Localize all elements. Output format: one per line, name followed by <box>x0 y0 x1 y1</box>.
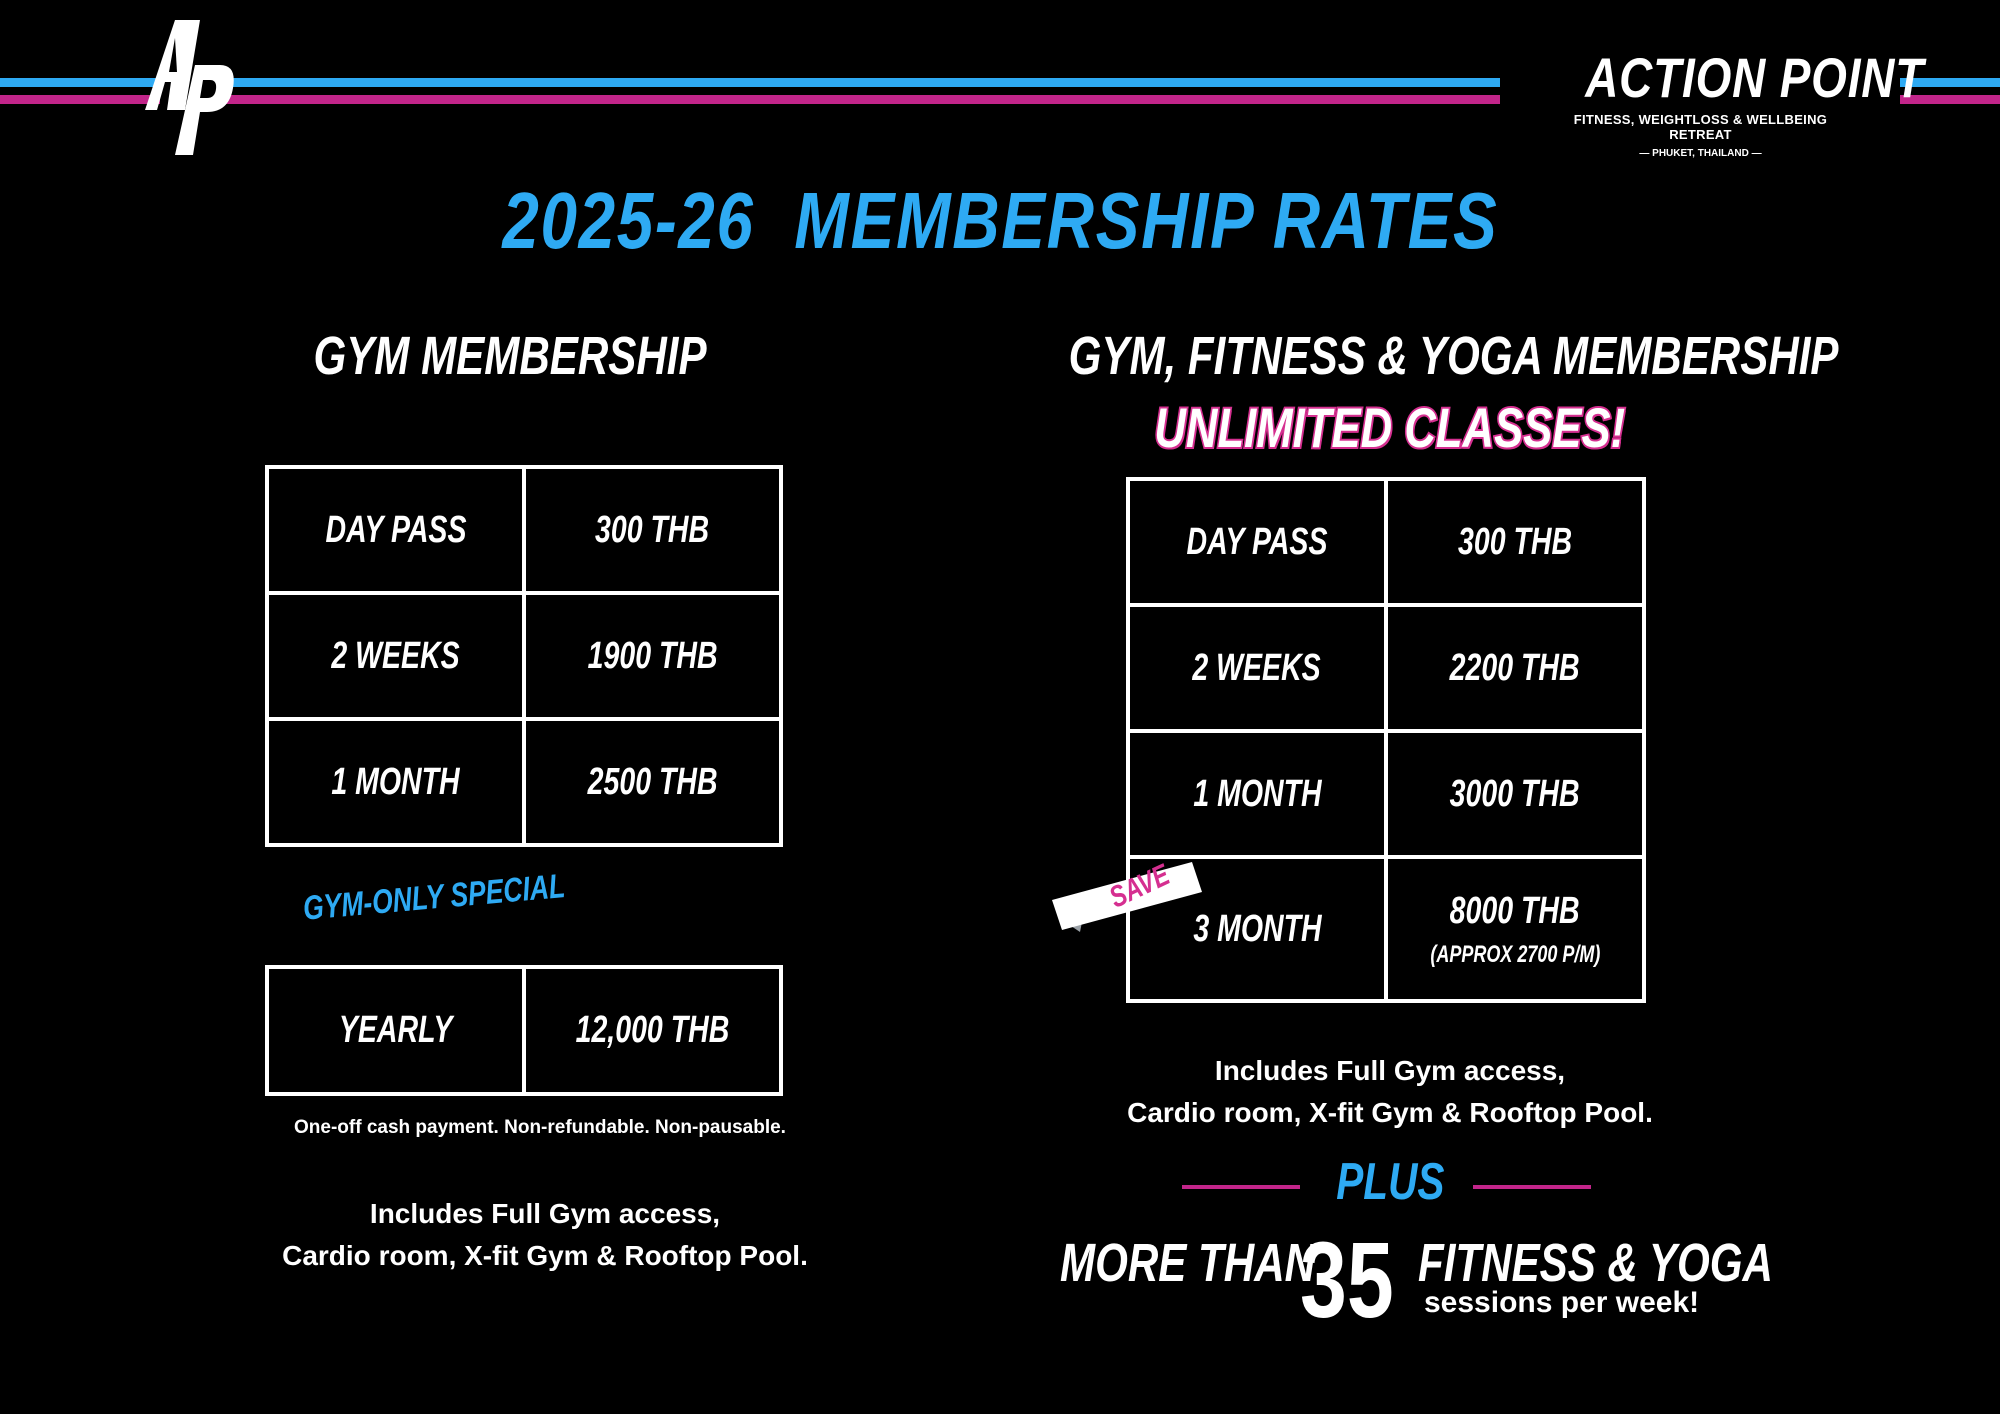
special-terms-note: One-off cash payment. Non-refundable. No… <box>294 1117 786 1138</box>
combo-heading: GYM, FITNESS & YOGA MEMBERSHIP <box>1068 326 1839 386</box>
rate-price: 300 THB <box>1384 477 1646 607</box>
table-row: 2 WEEKS 1900 THB <box>265 591 783 721</box>
top-stripe-magenta-right <box>1900 95 2000 104</box>
unlimited-classes-heading: UNLIMITED CLASSES! <box>1153 394 1627 461</box>
session-count: 35 <box>1300 1219 1394 1340</box>
rate-price: 2200 THB <box>1384 603 1646 733</box>
table-row: 2 WEEKS 2200 THB <box>1126 603 1646 733</box>
rate-label: 2 WEEKS <box>265 591 526 721</box>
rate-price: 3000 THB <box>1384 729 1646 859</box>
more-than-text: MORE THAN <box>1060 1233 1316 1293</box>
table-row: DAY PASS 300 THB <box>265 465 783 595</box>
top-stripe-blue-right <box>1900 78 2000 87</box>
rate-label: YEARLY <box>265 965 526 1096</box>
combo-rates-table: DAY PASS 300 THB 2 WEEKS 2200 THB 1 MONT… <box>1126 477 1646 1003</box>
brand-location: — PHUKET, THAILAND — <box>1639 148 1762 159</box>
table-row: YEARLY 12,000 THB <box>265 965 783 1096</box>
fitness-yoga-text: FITNESS & YOGA <box>1418 1233 1773 1293</box>
brand-tagline: FITNESS, WEIGHTLOSS & WELLBEING RETREAT <box>1573 112 1828 142</box>
top-stripe-magenta <box>225 95 1500 104</box>
table-row: 1 MONTH 2500 THB <box>265 717 783 847</box>
gym-special-label: GYM-ONLY SPECIAL <box>301 867 567 928</box>
rate-price: 300 THB <box>522 465 783 595</box>
top-stripe-magenta-left <box>0 95 160 104</box>
rate-label: DAY PASS <box>265 465 526 595</box>
rate-price: 1900 THB <box>522 591 783 721</box>
table-row: 1 MONTH 3000 THB <box>1126 729 1646 859</box>
page-title: 2025-26 MEMBERSHIP RATES <box>0 175 2000 267</box>
brand-name: ACTION POINT <box>1585 46 1925 109</box>
rate-label: 2 WEEKS <box>1126 603 1388 733</box>
gym-rates-table: DAY PASS 300 THB 2 WEEKS 1900 THB 1 MONT… <box>265 465 783 847</box>
plus-label: PLUS <box>1335 1153 1445 1211</box>
table-row: DAY PASS 300 THB <box>1126 477 1646 607</box>
rate-price-note: (APPROX 2700 P/M) <box>1429 940 1601 968</box>
save-ribbon-icon <box>1052 862 1202 932</box>
plus-divider-left <box>1182 1185 1300 1189</box>
page-title-text: 2025-26 MEMBERSHIP RATES <box>501 176 1499 265</box>
gym-includes: Includes Full Gym access, Cardio room, X… <box>282 1198 808 1271</box>
rate-price: 2500 THB <box>522 717 783 847</box>
rate-label: 1 MONTH <box>1126 729 1388 859</box>
top-stripe-blue-left <box>0 78 160 87</box>
table-row: 3 MONTH 8000 THB (APPROX 2700 P/M) <box>1126 855 1646 1003</box>
combo-includes: Includes Full Gym access, Cardio room, X… <box>1127 1055 1653 1128</box>
gym-special-table: YEARLY 12,000 THB <box>265 965 783 1096</box>
rate-price: 8000 THB (APPROX 2700 P/M) <box>1384 855 1646 1003</box>
top-stripe-blue <box>225 78 1500 87</box>
rate-label: 1 MONTH <box>265 717 526 847</box>
ap-logo-icon <box>145 20 234 155</box>
rate-price: 12,000 THB <box>522 965 783 1096</box>
sessions-per-week-text: sessions per week! <box>1424 1286 1700 1319</box>
brand-block: ACTION POINT FITNESS, WEIGHTLOSS & WELLB… <box>1548 48 1924 160</box>
gym-heading: GYM MEMBERSHIP <box>313 326 707 386</box>
plus-divider-right <box>1473 1185 1591 1189</box>
rate-label: DAY PASS <box>1126 477 1388 607</box>
